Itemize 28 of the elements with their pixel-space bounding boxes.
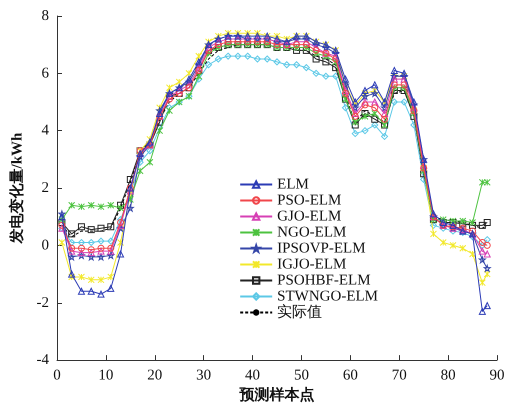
x-tick-label: 30: [196, 368, 212, 384]
x-tick-label: 90: [490, 368, 504, 384]
y-tick-label: 0: [42, 237, 49, 254]
legend-label: GJO-ELM: [277, 208, 342, 224]
x-tick-label: 80: [440, 368, 456, 384]
x-axis-title: 预测样本点: [238, 386, 314, 404]
legend-label: 实际值: [277, 304, 322, 320]
x-tick-label: 20: [147, 368, 162, 384]
legend-label: ELM: [277, 176, 309, 192]
legend-label: NGO-ELM: [277, 224, 346, 240]
y-tick-label: -2: [36, 294, 49, 311]
y-tick-label: 6: [42, 65, 50, 82]
y-tick-label: 2: [42, 180, 49, 196]
x-tick-label: 70: [392, 368, 407, 384]
y-tick-label: -4: [36, 352, 50, 368]
x-tick-label: 60: [342, 368, 358, 384]
y-tick-label: 8: [42, 8, 49, 24]
x-tick-label: 0: [53, 368, 61, 384]
x-tick-label: 10: [98, 368, 114, 384]
x-tick-label: 40: [245, 368, 260, 384]
legend-label: PSO-ELM: [277, 192, 342, 208]
x-tick-label: 50: [294, 368, 309, 384]
y-axis-title: 发电变化量/kWh: [8, 132, 26, 244]
legend-label: STWNGO-ELM: [277, 288, 378, 304]
y-tick-label: 4: [42, 122, 50, 139]
legend-label: IGJO-ELM: [277, 256, 346, 272]
legend-label: IPSOVP-ELM: [277, 240, 366, 256]
legend-label: PSOHBF-ELM: [277, 272, 371, 288]
